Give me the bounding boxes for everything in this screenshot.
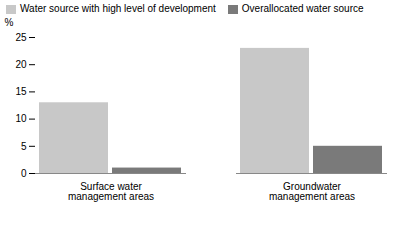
svg-text:0: 0 <box>21 168 27 179</box>
svg-text:Surface watermanagement areas: Surface watermanagement areas <box>68 181 154 202</box>
svg-text:25: 25 <box>15 32 27 43</box>
svg-text:10: 10 <box>15 113 27 124</box>
svg-text:20: 20 <box>15 59 27 70</box>
svg-text:%: % <box>5 17 14 28</box>
svg-text:5: 5 <box>21 141 27 152</box>
html-text:Water source with high level o: Water source with high level of developm… <box>20 3 216 14</box>
html-text:Overallocated water source: Overallocated water source <box>241 3 364 14</box>
svg-text:Groundwatermanagement areas: Groundwatermanagement areas <box>269 181 355 202</box>
svg-text:15: 15 <box>15 86 27 97</box>
